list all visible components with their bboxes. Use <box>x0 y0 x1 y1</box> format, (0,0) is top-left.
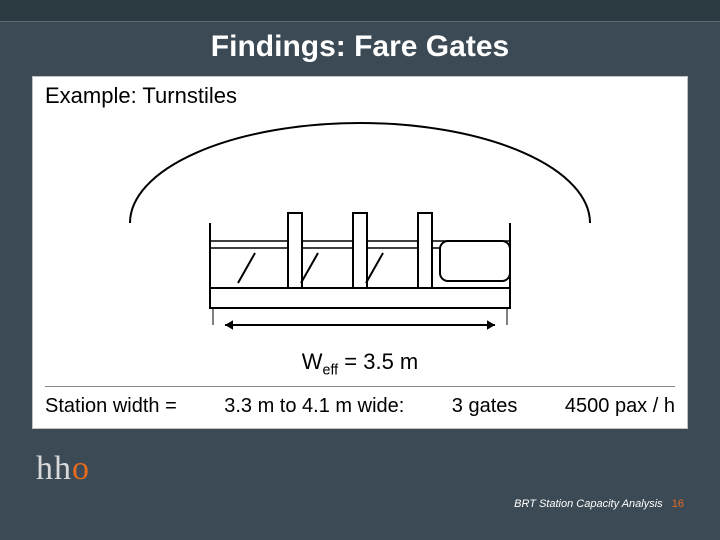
footer-text: BRT Station Capacity Analysis <box>514 498 663 510</box>
station-width-value: 3.3 m to 4.1 m wide: <box>224 395 404 418</box>
station-width-label: Station width = <box>45 395 177 418</box>
gates-count: 3 gates <box>452 395 518 418</box>
content-panel: Example: Turnstiles Weff = 3.5 m Station… <box>32 76 688 429</box>
footer: BRT Station Capacity Analysis 16 <box>514 498 684 510</box>
top-stripe <box>0 0 720 22</box>
turnstile-diagram <box>45 113 675 353</box>
logo-o: o <box>72 450 90 487</box>
hho-logo: hho <box>36 450 90 488</box>
slide-title: Findings: Fare Gates <box>0 22 720 74</box>
throughput-value: 4500 pax / h <box>565 395 675 418</box>
summary-row: Station width = 3.3 m to 4.1 m wide: 3 g… <box>45 386 675 418</box>
effective-width-label: Weff = 3.5 m <box>45 349 675 378</box>
logo-hh: hh <box>36 450 72 487</box>
page-number: 16 <box>672 498 684 510</box>
example-label: Example: Turnstiles <box>45 83 675 109</box>
